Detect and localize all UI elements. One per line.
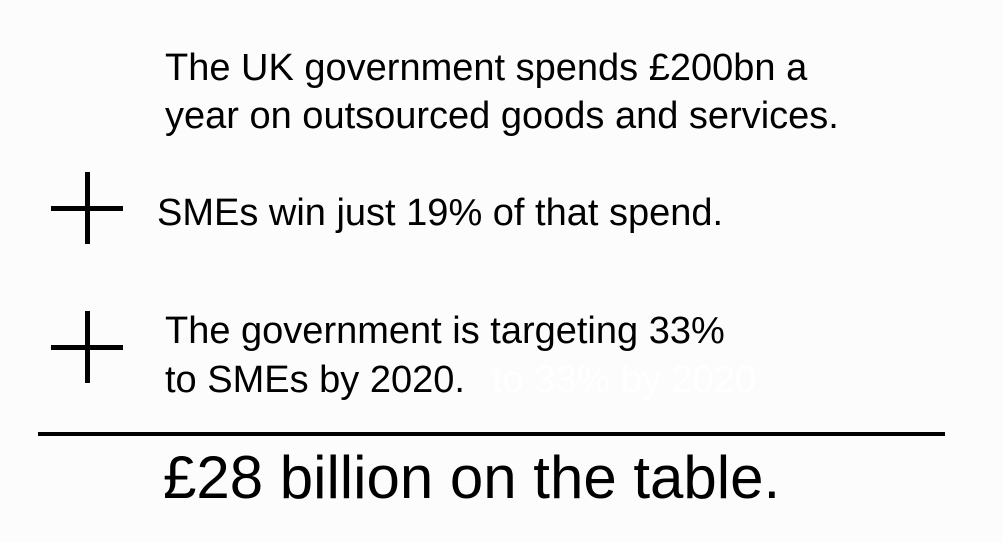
- result-total: £28 billion on the table.: [163, 442, 780, 514]
- statement-total-spend-line-2: year on outsourced goods and services.: [165, 92, 839, 140]
- faint-overlay-text: to 33% by 2020: [492, 356, 756, 404]
- plus-icon: [51, 311, 123, 383]
- statement-total-spend-line-1: The UK government spends £200bn a: [165, 44, 807, 92]
- plus-icon: [51, 172, 123, 244]
- statement-target-line-1: The government is targeting 33%: [165, 307, 725, 355]
- statement-target-line-2: to SMEs by 2020.: [165, 356, 465, 404]
- statement-sme-share: SMEs win just 19% of that spend.: [157, 189, 723, 237]
- sum-divider-line: [38, 432, 945, 436]
